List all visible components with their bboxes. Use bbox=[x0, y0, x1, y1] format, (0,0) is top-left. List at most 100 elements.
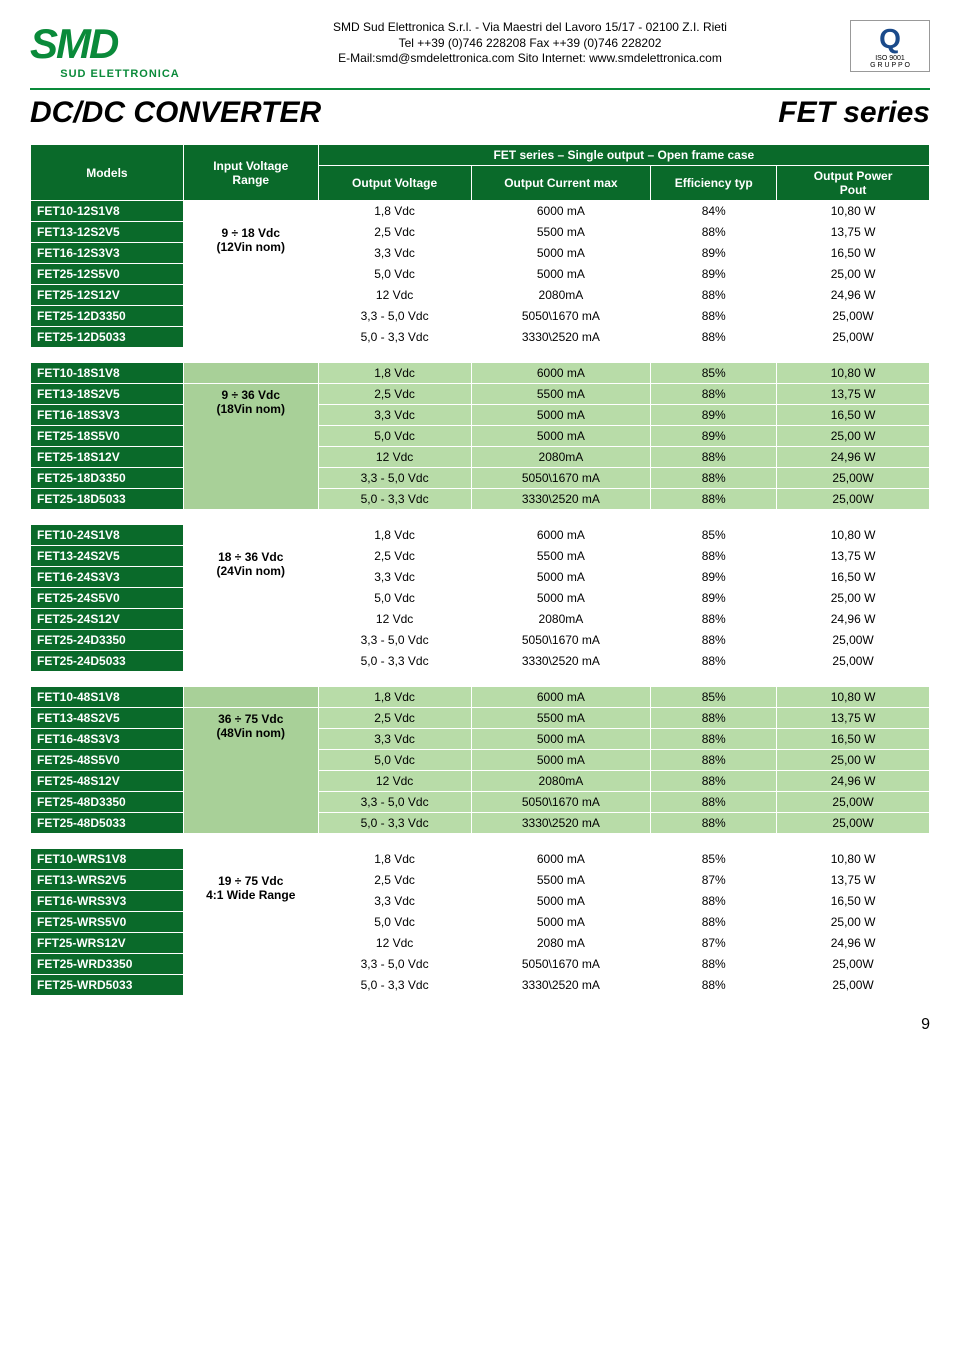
data-cell: 6000 mA bbox=[471, 849, 651, 870]
data-cell: 2080mA bbox=[471, 609, 651, 630]
title-right: FET series bbox=[778, 96, 930, 130]
data-cell: 25,00W bbox=[777, 792, 930, 813]
model-cell: FET25-24S5V0 bbox=[31, 588, 184, 609]
data-cell: 88% bbox=[651, 384, 777, 405]
data-cell: 10,80 W bbox=[777, 849, 930, 870]
table-row: FET25-WRD50335,0 - 3,3 Vdc3330\2520 mA88… bbox=[31, 975, 930, 996]
data-cell: 5,0 Vdc bbox=[318, 912, 471, 933]
company-logo: SMD SUD ELETTRONICA bbox=[30, 20, 210, 80]
data-cell: 16,50 W bbox=[777, 567, 930, 588]
data-cell: 88% bbox=[651, 222, 777, 243]
table-row: FET25-24D33503,3 - 5,0 Vdc5050\1670 mA88… bbox=[31, 630, 930, 651]
spec-table: FET10-18S1V81,8 Vdc6000 mA85%10,80 WFET1… bbox=[30, 362, 930, 510]
data-cell: 25,00W bbox=[777, 327, 930, 348]
model-cell: FET10-WRS1V8 bbox=[31, 849, 184, 870]
spec-table: ModelsInput VoltageRangeFET series – Sin… bbox=[30, 144, 930, 348]
table-row: FET13-WRS2V519 ÷ 75 Vdc4:1 Wide Range2,5… bbox=[31, 870, 930, 891]
data-cell: 5000 mA bbox=[471, 729, 651, 750]
data-cell: 3,3 Vdc bbox=[318, 567, 471, 588]
model-cell: FET25-18D5033 bbox=[31, 489, 184, 510]
table-row: FET16-12S3V33,3 Vdc5000 mA89%16,50 W bbox=[31, 243, 930, 264]
data-cell: 1,8 Vdc bbox=[318, 363, 471, 384]
data-cell: 3330\2520 mA bbox=[471, 813, 651, 834]
model-cell: FET25-48D3350 bbox=[31, 792, 184, 813]
table-row: FET16-18S3V33,3 Vdc5000 mA89%16,50 W bbox=[31, 405, 930, 426]
data-cell: 5,0 Vdc bbox=[318, 750, 471, 771]
data-cell: 89% bbox=[651, 588, 777, 609]
data-cell: 16,50 W bbox=[777, 729, 930, 750]
data-cell: 3,3 - 5,0 Vdc bbox=[318, 792, 471, 813]
data-cell: 88% bbox=[651, 489, 777, 510]
data-cell: 5000 mA bbox=[471, 891, 651, 912]
table-row: FET25-WRS5V05,0 Vdc5000 mA88%25,00 W bbox=[31, 912, 930, 933]
model-cell: FET16-48S3V3 bbox=[31, 729, 184, 750]
data-cell: 3,3 Vdc bbox=[318, 243, 471, 264]
table-row: FET25-12D33503,3 - 5,0 Vdc5050\1670 mA88… bbox=[31, 306, 930, 327]
table-row: FET25-48D50335,0 - 3,3 Vdc3330\2520 mA88… bbox=[31, 813, 930, 834]
data-cell: 89% bbox=[651, 567, 777, 588]
data-cell: 16,50 W bbox=[777, 891, 930, 912]
table-row: FET13-18S2V59 ÷ 36 Vdc(18Vin nom)2,5 Vdc… bbox=[31, 384, 930, 405]
data-cell: 13,75 W bbox=[777, 222, 930, 243]
data-cell: 5050\1670 mA bbox=[471, 306, 651, 327]
data-cell: 84% bbox=[651, 201, 777, 222]
column-header: Output PowerPout bbox=[777, 166, 930, 201]
cert-iso-text: ISO 9001 bbox=[853, 55, 927, 62]
data-cell: 24,96 W bbox=[777, 771, 930, 792]
data-cell: 5,0 - 3,3 Vdc bbox=[318, 975, 471, 996]
model-cell: FET25-24S12V bbox=[31, 609, 184, 630]
data-cell: 5,0 - 3,3 Vdc bbox=[318, 813, 471, 834]
data-cell: 6000 mA bbox=[471, 687, 651, 708]
model-cell: FET25-12S5V0 bbox=[31, 264, 184, 285]
data-cell: 5,0 - 3,3 Vdc bbox=[318, 489, 471, 510]
table-row: FET16-48S3V33,3 Vdc5000 mA88%16,50 W bbox=[31, 729, 930, 750]
data-cell: 25,00 W bbox=[777, 750, 930, 771]
data-cell: 13,75 W bbox=[777, 546, 930, 567]
spec-table: FET10-24S1V81,8 Vdc6000 mA85%10,80 WFET1… bbox=[30, 524, 930, 672]
data-cell: 87% bbox=[651, 933, 777, 954]
data-cell: 88% bbox=[651, 729, 777, 750]
data-cell: 10,80 W bbox=[777, 201, 930, 222]
company-email-line: E-Mail:smd@smdelettronica.com Sito Inter… bbox=[230, 51, 830, 67]
data-cell: 25,00 W bbox=[777, 426, 930, 447]
model-cell: FET16-12S3V3 bbox=[31, 243, 184, 264]
model-cell: FET10-18S1V8 bbox=[31, 363, 184, 384]
range-cell: 9 ÷ 18 Vdc(12Vin nom) bbox=[183, 222, 318, 348]
spec-table: FET10-48S1V81,8 Vdc6000 mA85%10,80 WFET1… bbox=[30, 686, 930, 834]
data-cell: 2080mA bbox=[471, 771, 651, 792]
company-info: SMD Sud Elettronica S.r.l. - Via Maestri… bbox=[230, 20, 830, 67]
model-cell: FET16-24S3V3 bbox=[31, 567, 184, 588]
model-cell: FET13-WRS2V5 bbox=[31, 870, 184, 891]
data-cell: 10,80 W bbox=[777, 687, 930, 708]
cert-gruppo-text: G R U P P O bbox=[853, 62, 927, 69]
data-cell: 5050\1670 mA bbox=[471, 630, 651, 651]
data-cell: 3,3 - 5,0 Vdc bbox=[318, 306, 471, 327]
cert-badge: Q ISO 9001 G R U P P O bbox=[850, 20, 930, 72]
model-cell: FFT25-WRS12V bbox=[31, 933, 184, 954]
table-caption: FET series – Single output – Open frame … bbox=[318, 145, 929, 166]
data-cell: 10,80 W bbox=[777, 363, 930, 384]
column-header: Models bbox=[31, 145, 184, 201]
range-cell bbox=[183, 201, 318, 222]
model-cell: FET10-12S1V8 bbox=[31, 201, 184, 222]
data-cell: 85% bbox=[651, 525, 777, 546]
model-cell: FET25-WRS5V0 bbox=[31, 912, 184, 933]
table-row: FET25-18S5V05,0 Vdc5000 mA89%25,00 W bbox=[31, 426, 930, 447]
column-header: Output Current max bbox=[471, 166, 651, 201]
data-cell: 2,5 Vdc bbox=[318, 384, 471, 405]
data-cell: 16,50 W bbox=[777, 243, 930, 264]
page-header: SMD SUD ELETTRONICA SMD Sud Elettronica … bbox=[30, 20, 930, 80]
data-cell: 5050\1670 mA bbox=[471, 792, 651, 813]
data-cell: 3,3 - 5,0 Vdc bbox=[318, 954, 471, 975]
cert-q-icon: Q bbox=[853, 23, 927, 55]
model-cell: FET10-48S1V8 bbox=[31, 687, 184, 708]
data-cell: 5500 mA bbox=[471, 708, 651, 729]
data-cell: 88% bbox=[651, 771, 777, 792]
data-cell: 89% bbox=[651, 243, 777, 264]
table-row: FET25-48D33503,3 - 5,0 Vdc5050\1670 mA88… bbox=[31, 792, 930, 813]
table-row: FET10-12S1V81,8 Vdc6000 mA84%10,80 W bbox=[31, 201, 930, 222]
table-row: FET25-18S12V12 Vdc2080mA88%24,96 W bbox=[31, 447, 930, 468]
data-cell: 6000 mA bbox=[471, 525, 651, 546]
data-cell: 25,00W bbox=[777, 489, 930, 510]
table-row: FET25-12S5V05,0 Vdc5000 mA89%25,00 W bbox=[31, 264, 930, 285]
